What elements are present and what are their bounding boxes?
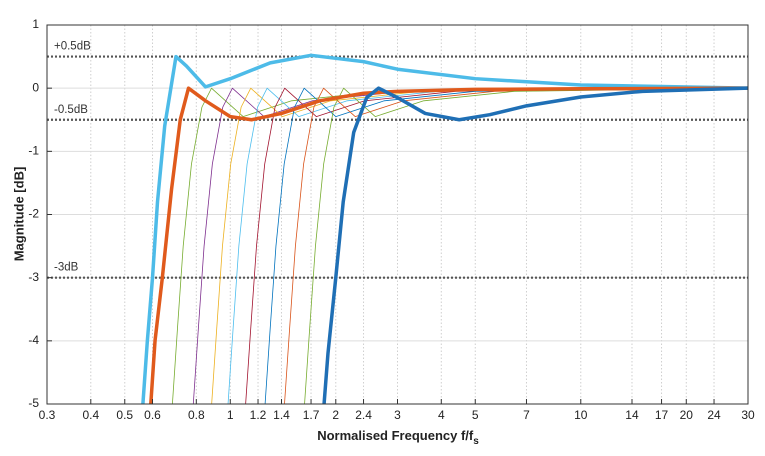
x-tick-label: 20 bbox=[680, 408, 694, 422]
curve bbox=[284, 87, 748, 404]
x-tick-label: 1 bbox=[227, 408, 234, 422]
curve bbox=[141, 53, 748, 404]
curve bbox=[322, 86, 748, 404]
x-tick-label: 14 bbox=[625, 408, 639, 422]
x-tick-label: 5 bbox=[472, 408, 479, 422]
x-tick-label: 2.4 bbox=[355, 408, 372, 422]
curves bbox=[141, 53, 748, 404]
y-tick-label: -3 bbox=[28, 270, 39, 284]
x-tick-label: 0.4 bbox=[82, 408, 99, 422]
curve bbox=[192, 87, 748, 404]
x-tick-label: 7 bbox=[523, 408, 530, 422]
x-tick-label: 24 bbox=[707, 408, 721, 422]
y-tick-label: -1 bbox=[28, 144, 39, 158]
curve bbox=[264, 87, 748, 404]
x-tick-label: 17 bbox=[655, 408, 669, 422]
x-tick-label: 2 bbox=[332, 408, 339, 422]
x-tick-label: 0.3 bbox=[39, 408, 56, 422]
y-tick-label: 1 bbox=[32, 17, 39, 31]
y-axis-label: Magnitude [dB] bbox=[11, 167, 26, 262]
x-tick-label: 3 bbox=[394, 408, 401, 422]
x-tick-label: 0.8 bbox=[188, 408, 205, 422]
x-tick-label: 0.6 bbox=[144, 408, 161, 422]
x-tick-label: 1.4 bbox=[273, 408, 290, 422]
y-tick-label: 0 bbox=[32, 80, 39, 94]
x-tick-label: 0.5 bbox=[116, 408, 133, 422]
y-tick-label: -5 bbox=[28, 396, 39, 410]
x-axis-label: Normalised Frequency f/fs bbox=[317, 428, 479, 446]
curve bbox=[211, 87, 748, 404]
x-axis-label-subscript: s bbox=[473, 436, 479, 447]
x-axis-label-text: Normalised Frequency f/f bbox=[317, 428, 474, 443]
reference-label: +0.5dB bbox=[54, 41, 91, 53]
y-tick-label: -2 bbox=[28, 207, 39, 221]
y-tick-label: -4 bbox=[28, 333, 39, 347]
curve bbox=[245, 87, 748, 404]
x-tick-label: 1.2 bbox=[250, 408, 267, 422]
ticks: 0.3 0.4 0.5 0.6 0.8 1 1.2 1.4 1.7 2 2.4 3 4 5 7 10 14 17 2… bbox=[28, 17, 755, 422]
x-tick-label: 30 bbox=[741, 408, 755, 422]
reference-label: -0.5dB bbox=[54, 104, 88, 116]
curve bbox=[149, 86, 748, 404]
reference-label: -3dB bbox=[54, 262, 79, 274]
x-tick-label: 1.7 bbox=[303, 408, 320, 422]
x-tick-label: 4 bbox=[438, 408, 445, 422]
x-tick-label: 10 bbox=[574, 408, 588, 422]
